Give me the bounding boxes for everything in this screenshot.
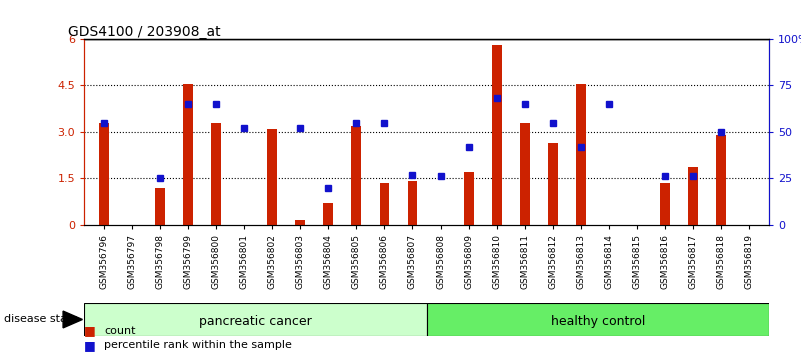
Bar xyxy=(408,181,417,225)
Bar xyxy=(520,122,529,225)
Bar xyxy=(492,45,501,225)
Bar xyxy=(660,183,670,225)
Text: percentile rank within the sample: percentile rank within the sample xyxy=(104,340,292,350)
Bar xyxy=(84,303,426,336)
Text: GDS4100 / 203908_at: GDS4100 / 203908_at xyxy=(68,25,221,39)
Bar xyxy=(155,188,165,225)
Bar xyxy=(183,84,193,225)
Bar xyxy=(576,84,586,225)
Polygon shape xyxy=(63,311,83,328)
Text: ■: ■ xyxy=(84,325,96,337)
Bar xyxy=(296,220,305,225)
Bar xyxy=(99,122,109,225)
Text: disease state: disease state xyxy=(4,314,78,325)
Bar xyxy=(688,167,698,225)
Bar xyxy=(268,129,277,225)
Bar xyxy=(211,122,221,225)
Text: count: count xyxy=(104,326,135,336)
Bar xyxy=(380,183,389,225)
Bar xyxy=(324,203,333,225)
Text: ■: ■ xyxy=(84,339,96,352)
Bar xyxy=(548,143,557,225)
Bar xyxy=(426,303,769,336)
Bar xyxy=(352,126,361,225)
Bar xyxy=(716,135,727,225)
Bar xyxy=(464,172,473,225)
Text: pancreatic cancer: pancreatic cancer xyxy=(199,315,312,328)
Text: healthy control: healthy control xyxy=(550,315,645,328)
